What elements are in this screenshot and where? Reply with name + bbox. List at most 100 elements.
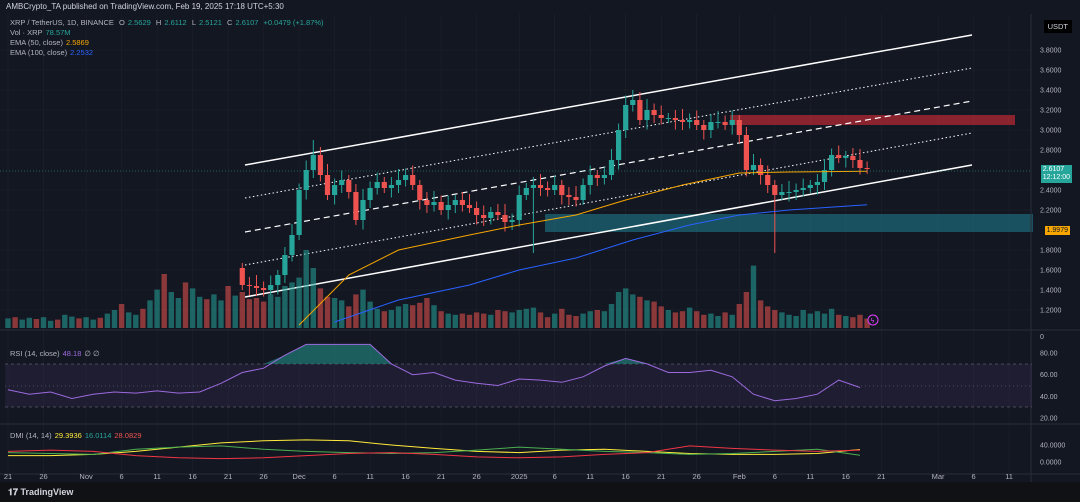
x-tick-label: Dec	[292, 472, 306, 481]
price-tick-label: 3.6000	[1040, 68, 1062, 75]
volume-bar	[402, 304, 409, 328]
candle-body	[381, 182, 387, 188]
volume-bar	[488, 314, 494, 328]
volume-bar	[360, 289, 366, 328]
rsi-tick-label: 40.00	[1040, 394, 1058, 401]
x-tick-label: Mar	[932, 472, 945, 481]
last-price-tag: 2.6107 12:12:00	[1040, 165, 1072, 183]
volume-bar	[850, 317, 856, 328]
volume-tick-label: 0	[1040, 334, 1044, 341]
ema50-legend[interactable]: EMA (50, close) 2.5869	[10, 38, 92, 47]
candle-body	[814, 182, 820, 185]
volume-bar	[374, 308, 380, 328]
ema50-value: 2.5869	[65, 38, 89, 47]
price-tick-label: 3.0000	[1040, 128, 1062, 135]
candle-body	[601, 175, 607, 178]
volume-bar	[133, 314, 139, 328]
symbol-title[interactable]: XRP / TetherUS, 1D, BINANCE	[10, 18, 114, 27]
volume-bar	[722, 312, 728, 328]
candle-body	[268, 285, 274, 290]
volume-bar	[651, 301, 657, 328]
x-tick-label: 6	[773, 472, 777, 481]
volume-legend[interactable]: Vol · XRP 78.57M	[10, 28, 74, 37]
candle-body	[807, 185, 813, 188]
candle-body	[388, 185, 394, 188]
rsi-overbought-fill	[8, 344, 860, 364]
candle-body	[594, 175, 600, 178]
volume-bar	[47, 320, 54, 328]
candle-body	[679, 120, 686, 122]
x-tick-label: 26	[472, 472, 480, 481]
candle-body	[282, 255, 288, 275]
candle-body	[324, 175, 331, 195]
close-label: C	[227, 18, 233, 27]
rsi-legend[interactable]: RSI (14, close) 48.18 ∅ ∅	[10, 349, 103, 358]
high-label: H	[155, 18, 162, 27]
ema50-label: EMA (50, close)	[10, 38, 63, 47]
candle-body	[836, 155, 842, 158]
price-tick-label: 1.8000	[1040, 248, 1062, 255]
x-tick-label: 11	[806, 472, 814, 481]
lightning-icon: ϟ	[871, 318, 875, 325]
volume-bar	[438, 311, 444, 328]
candle-body	[687, 120, 693, 122]
candle-body	[495, 212, 501, 215]
resistance-zone	[730, 115, 1015, 125]
last-price: 2.6107	[1042, 166, 1065, 173]
volume-bar	[615, 292, 622, 328]
low-label: L	[191, 18, 196, 27]
volume-bar	[750, 265, 757, 328]
x-tick-label: 16	[188, 472, 196, 481]
candle-body	[310, 155, 316, 170]
price-tick-label: 1.4000	[1040, 288, 1062, 295]
channel-drawing[interactable]	[244, 34, 973, 298]
candle-body	[793, 190, 799, 192]
volume-bars	[5, 250, 870, 328]
volume-bar	[736, 304, 742, 328]
volume-bar	[544, 317, 551, 328]
volume-bar	[410, 305, 416, 328]
volume-bar	[5, 318, 11, 328]
candle-body	[765, 175, 771, 185]
candle-body	[786, 192, 792, 193]
volume-bar	[495, 310, 501, 328]
volume-bar	[587, 311, 593, 328]
candle-body	[658, 115, 664, 118]
lightning-icon[interactable]	[867, 314, 879, 326]
price-axis[interactable]: 3.8000 3.6000 3.4000 3.2000 3.0000 2.8000 2.40…	[1040, 48, 1065, 467]
dmi-legend[interactable]: DMI (14, 14) 29.3936 16.0114 28.0829	[10, 431, 145, 440]
volume-bar	[289, 282, 295, 328]
volume-bar	[33, 319, 40, 328]
price-tick-label: 3.4000	[1040, 88, 1062, 95]
candle-body	[850, 156, 856, 160]
candle-body	[843, 156, 849, 158]
channel-dotted-lower	[244, 132, 973, 266]
volume-bar	[530, 307, 537, 328]
ema100-legend[interactable]: EMA (100, close) 2.2532	[10, 48, 96, 57]
volume-bar	[836, 314, 842, 328]
volume-bar	[154, 289, 160, 328]
volume-bar	[104, 313, 111, 328]
candle-body	[530, 185, 536, 188]
volume-bar	[864, 318, 870, 328]
tradingview-logo[interactable]: 𝟏𝟕 TradingView	[8, 487, 73, 498]
candle-body	[239, 268, 245, 285]
volume-bar	[246, 299, 253, 328]
volume-bar	[708, 313, 714, 328]
high-value: 2.6112	[164, 18, 187, 27]
volume-bar	[211, 294, 217, 328]
volume-bar	[481, 313, 487, 328]
dmi-label: DMI (14, 14)	[10, 431, 52, 440]
candle-body	[374, 182, 380, 188]
grid	[0, 14, 1031, 474]
rsi-tick-label: 80.00	[1040, 351, 1058, 358]
candle-body	[289, 235, 295, 255]
time-axis[interactable]: 21 26 Nov 6 11 16 21 26 Dec 6 11 16 21 26 2025 6 11 16 21 2…	[4, 472, 1013, 481]
x-tick-label: 6	[120, 472, 124, 481]
volume-bar	[339, 300, 345, 328]
currency-button[interactable]: USDT	[1043, 20, 1072, 33]
volume-bar	[331, 298, 338, 328]
volume-bar	[275, 296, 281, 328]
volume-bar	[268, 294, 274, 328]
